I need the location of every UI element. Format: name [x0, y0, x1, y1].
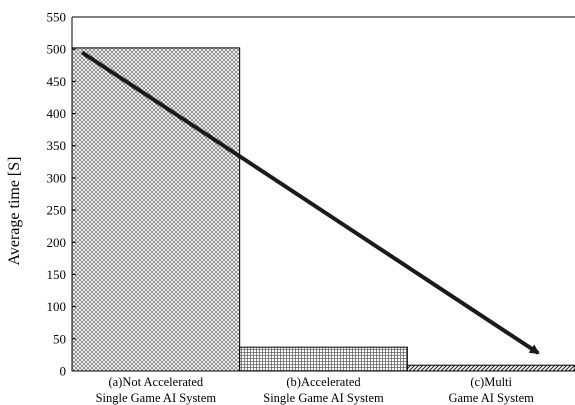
category-labels-layer: (a)Not Accelerated Single Game AI System (… — [96, 375, 535, 405]
y-tick-label: 400 — [47, 106, 67, 121]
y-tick-label: 150 — [47, 267, 67, 282]
axes-layer — [71, 16, 575, 372]
category-label-1: Single Game AI System — [96, 391, 217, 405]
trend-arrow — [80, 50, 540, 355]
y-axis-title: Average time [S] — [6, 157, 23, 266]
y-ticks-layer: 0 50 100 150 200 250 300 350 400 450 500 550 — [47, 10, 76, 379]
y-tick-label: 200 — [47, 235, 67, 250]
y-tick-label: 350 — [47, 138, 67, 153]
category-label-2: Single Game AI System — [263, 391, 384, 405]
category-label-1: (a)Not Accelerated — [108, 375, 203, 389]
category-label-2: (b)Accelerated — [286, 375, 361, 389]
y-tick-label: 250 — [47, 203, 67, 218]
y-tick-label: 300 — [47, 170, 67, 185]
bar-1 — [71, 47, 241, 372]
bar-2 — [239, 346, 408, 372]
category-label-3: (c)Multi — [470, 375, 512, 389]
y-tick-label: 100 — [47, 299, 67, 314]
category-label-3: Game AI System — [448, 391, 534, 405]
y-tick-label: 0 — [60, 364, 67, 379]
y-tick-label: 50 — [53, 331, 66, 346]
y-tick-label: 550 — [47, 10, 67, 25]
trend-arrow-layer — [80, 50, 540, 355]
bar-3 — [406, 364, 575, 372]
y-tick-label: 500 — [47, 42, 67, 57]
y-tick-label: 450 — [47, 74, 67, 89]
